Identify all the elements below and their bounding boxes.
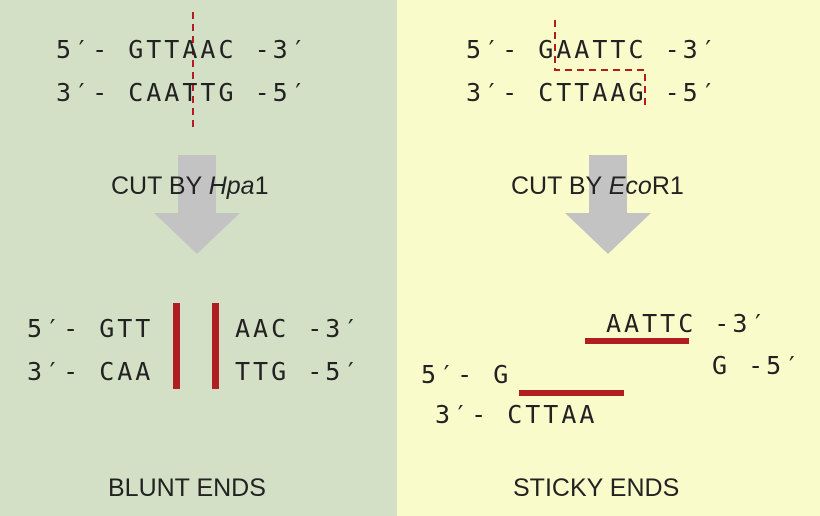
down-arrow-right [565, 155, 651, 254]
sticky-overhang-bar-top [585, 338, 689, 344]
blunt-fragment-right-top: AAC -3′ [235, 314, 362, 343]
blunt-fragment-right-bottom: TTG -5′ [235, 357, 362, 386]
enzyme-name-suffix: R1 [651, 172, 684, 200]
cut-prefix: CUT BY [111, 172, 209, 200]
sticky-end-panel [397, 0, 820, 516]
enzyme-name-italic: Hpa [208, 172, 255, 200]
cut-prefix: CUT BY [511, 172, 609, 200]
blunt-end-bar-left [173, 303, 180, 389]
sticky-fragment-right-bottom: G -5′ [712, 351, 803, 380]
enzyme-name-suffix: 1 [254, 172, 269, 200]
sticky-ends-label: STICKY ENDS [513, 474, 680, 502]
hpa-site-bottom-strand: 3′- CAATTG -5′ [56, 78, 309, 107]
sticky-fragment-right-top: AATTC -3′ [606, 309, 769, 338]
eco-site-bottom-strand: 3′- CTTAAG -5′ [466, 78, 719, 107]
sticky-fragment-left-bottom: 3′- CTTAA [435, 400, 598, 429]
hpa-site-top-strand: 5′- GTTAAC -3′ [56, 35, 309, 64]
enzyme-name-italic: Eco [608, 172, 652, 200]
sticky-fragment-left-top: 5′- G [421, 360, 512, 389]
blunt-fragment-left-top: 5′- GTT [27, 314, 154, 343]
cut-by-eco-label: CUT BY EcoR1 [511, 174, 684, 199]
blunt-end-panel [0, 0, 397, 516]
blunt-end-bar-right [212, 303, 219, 389]
down-arrow-left [154, 155, 240, 254]
blunt-fragment-left-bottom: 3′- CAA [27, 357, 154, 386]
eco-site-top-strand: 5′- GAATTC -3′ [466, 35, 719, 64]
blunt-ends-label: BLUNT ENDS [108, 474, 266, 502]
eco-cut-line [554, 20, 646, 106]
sticky-overhang-bar-bottom [519, 390, 624, 396]
cut-by-hpa-label: CUT BY Hpa1 [111, 174, 269, 199]
